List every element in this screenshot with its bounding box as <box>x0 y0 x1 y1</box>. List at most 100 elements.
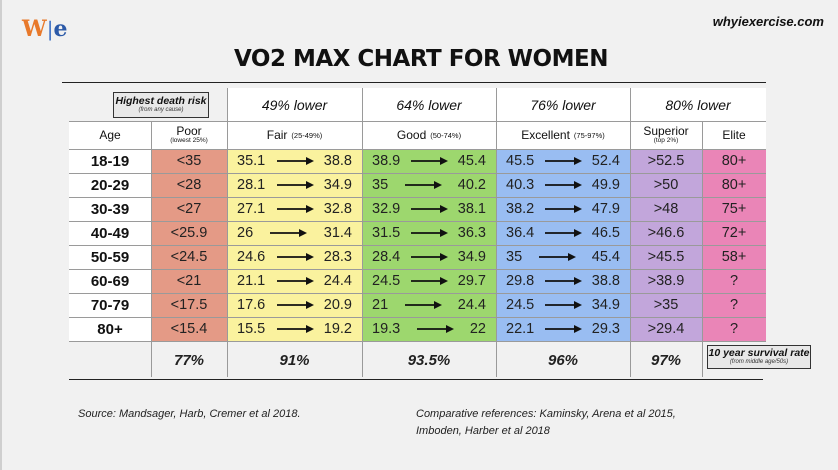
cell-excellent: 36.4 46.5 <box>496 221 630 245</box>
fair-range-high: 28.3 <box>323 249 352 265</box>
risk-reduction-text: 80% lower <box>665 96 731 113</box>
header-poor: Poor (lowest 25%) <box>151 121 227 149</box>
logo-w: W <box>22 16 47 42</box>
cell-good: 38.9 45.4 <box>362 149 496 173</box>
cell-elite: 80+ <box>702 173 766 197</box>
excellent-range: 40.3 49.9 <box>496 177 630 193</box>
fair-range-low: 17.6 <box>237 297 266 313</box>
header-gridline <box>69 121 766 122</box>
superior-value: >35 <box>653 297 679 313</box>
fair-range-high: 32.8 <box>323 201 352 217</box>
excellent-range-high: 29.3 <box>591 321 620 337</box>
fair-range: 17.6 20.9 <box>227 297 362 313</box>
cell-elite: ? <box>702 269 766 293</box>
good-range-low: 32.9 <box>372 201 401 217</box>
age-group: 80+ <box>97 320 123 338</box>
elite-value: ? <box>729 273 739 289</box>
fair-range: 27.1 32.8 <box>227 201 362 217</box>
superior-value: >50 <box>653 177 679 193</box>
fair-range-high: 20.9 <box>323 297 352 313</box>
risk-reduction-1: 49% lower <box>227 88 362 121</box>
fair-range-low: 27.1 <box>237 201 266 217</box>
good-header-range: (50-74%) <box>430 130 462 140</box>
superior-header-range: (top 2%) <box>653 137 679 145</box>
row-gridline <box>69 317 766 318</box>
age-group: 20-29 <box>90 176 130 194</box>
site-logo[interactable]: W|e <box>22 16 67 42</box>
references-line-1: Comparative references: Kaminsky, Arena … <box>416 408 676 420</box>
survival-value: 91% <box>279 351 310 369</box>
fair-range-high: 19.2 <box>323 321 352 337</box>
header-excellent: Excellent (75-97%) <box>496 121 630 149</box>
cell-superior: >48 <box>630 197 702 221</box>
cell-age: 30-39 <box>69 197 151 221</box>
range-arrow-icon <box>276 325 314 333</box>
row-gridline <box>69 269 766 270</box>
excellent-range: 38.2 47.9 <box>496 201 630 217</box>
survival-value: 96% <box>547 351 579 369</box>
risk-reduction-text: 64% lower <box>396 96 462 113</box>
fair-range-low: 21.1 <box>237 273 266 289</box>
cell-superior: >35 <box>630 293 702 317</box>
cell-elite: ? <box>702 317 766 341</box>
column-gridline <box>227 88 228 377</box>
fair-range: 26 31.4 <box>227 225 362 241</box>
cell-poor: <21 <box>151 269 227 293</box>
fair-range: 15.5 19.2 <box>227 321 362 337</box>
elite-value: ? <box>729 321 739 337</box>
excellent-range-low: 24.5 <box>506 297 535 313</box>
fair-range-low: 24.6 <box>237 249 266 265</box>
cell-elite: 58+ <box>702 245 766 269</box>
death-risk-subtext: (from any cause) <box>138 107 184 114</box>
cell-good: 32.9 38.1 <box>362 197 496 221</box>
cell-age: 40-49 <box>69 221 151 245</box>
cell-age: 20-29 <box>69 173 151 197</box>
fair-range-high: 34.9 <box>323 177 352 193</box>
age-group: 60-69 <box>90 272 130 290</box>
survival-rate-label: 10 year survival rate (from middle age/50… <box>707 345 811 369</box>
cell-fair: 24.6 28.3 <box>227 245 362 269</box>
good-range-high: 22 <box>469 321 486 337</box>
title-rule <box>62 82 766 83</box>
range-arrow-icon <box>545 301 582 309</box>
cell-good: 19.3 22 <box>362 317 496 341</box>
cell-poor: <15.4 <box>151 317 227 341</box>
range-arrow-icon <box>276 277 314 285</box>
poor-value: <24.5 <box>170 249 208 265</box>
poor-value: <28 <box>176 177 202 193</box>
excellent-range-high: 34.9 <box>591 297 620 313</box>
cell-excellent: 45.5 52.4 <box>496 149 630 173</box>
good-range-low: 38.9 <box>372 153 401 169</box>
elite-header-name: Elite <box>722 128 746 142</box>
range-arrow-icon <box>411 229 448 237</box>
site-url[interactable]: whyiexercise.com <box>712 14 824 29</box>
cell-elite: ? <box>702 293 766 317</box>
excellent-range-low: 22.1 <box>506 321 535 337</box>
range-arrow-icon <box>411 205 448 213</box>
cell-fair: 15.5 19.2 <box>227 317 362 341</box>
cell-fair: 17.6 20.9 <box>227 293 362 317</box>
death-risk-text: Highest death risk <box>115 95 207 108</box>
elite-value: ? <box>729 297 739 313</box>
fair-header-name: Fair <box>266 128 288 142</box>
elite-value: 58+ <box>721 249 747 265</box>
age-group: 40-49 <box>90 224 130 242</box>
range-arrow-icon <box>276 181 314 189</box>
page-title: VO2 MAX CHART FOR WOMEN <box>234 46 608 72</box>
good-range-high: 45.4 <box>457 153 486 169</box>
good-range-low: 21 <box>372 297 389 313</box>
cell-excellent: 29.8 38.8 <box>496 269 630 293</box>
cell-superior: >46.6 <box>630 221 702 245</box>
cell-elite: 75+ <box>702 197 766 221</box>
survival-rate-5: 97% <box>630 343 702 377</box>
cell-good: 31.5 36.3 <box>362 221 496 245</box>
superior-value: >52.5 <box>647 153 685 169</box>
range-arrow-icon <box>404 181 442 189</box>
good-range-low: 24.5 <box>372 273 401 289</box>
excellent-header-name: Excellent <box>521 128 570 142</box>
range-arrow-icon <box>545 181 582 189</box>
range-arrow-icon <box>411 253 448 261</box>
highest-death-risk-label: Highest death risk (from any cause) <box>113 92 209 118</box>
logo-bar: | <box>46 17 54 41</box>
excellent-header-range: (75-97%) <box>573 130 605 140</box>
